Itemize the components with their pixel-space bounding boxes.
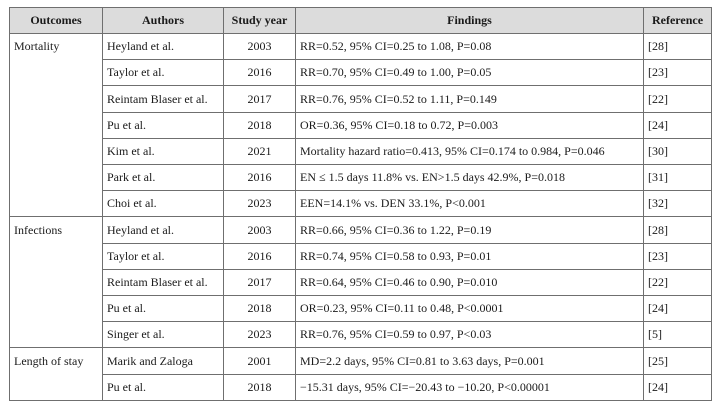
study-year-cell: 2003 xyxy=(223,33,296,61)
reference-cell: [28] xyxy=(643,33,712,61)
reference-cell: [22] xyxy=(643,269,712,297)
authors-cell: Kim et al. xyxy=(102,138,224,166)
study-year-cell: 2023 xyxy=(223,321,296,349)
findings-cell: RR=0.76, 95% CI=0.59 to 0.97, P<0.03 xyxy=(295,321,644,349)
findings-cell: RR=0.66, 95% CI=0.36 to 1.22, P=0.19 xyxy=(295,216,644,244)
table-row: Singer et al. 2023 RR=0.76, 95% CI=0.59 to… xyxy=(9,321,712,349)
findings-cell: −15.31 days, 95% CI=−20.43 to −10.20, P<… xyxy=(295,374,644,402)
reference-cell: [31] xyxy=(643,164,712,192)
outcome-cell xyxy=(9,112,103,139)
reference-cell: [5] xyxy=(643,321,712,349)
findings-cell: MD=2.2 days, 95% CI=0.81 to 3.63 days, P… xyxy=(295,347,644,375)
outcome-cell: Length of stay xyxy=(9,347,103,375)
authors-cell: Heyland et al. xyxy=(102,33,224,61)
table-row: Reintam Blaser et al. 2017 RR=0.64, 95% CI… xyxy=(9,269,712,297)
authors-cell: Choi et al. xyxy=(102,190,224,218)
authors-cell: Pu et al. xyxy=(102,295,224,323)
reference-cell: [24] xyxy=(643,295,712,323)
outcome-cell: Mortality xyxy=(9,33,103,60)
reference-cell: [30] xyxy=(643,138,712,166)
study-year-cell: 2001 xyxy=(223,347,296,375)
findings-cell: OR=0.23, 95% CI=0.11 to 0.48, P<0.0001 xyxy=(295,295,644,323)
authors-cell: Taylor et al. xyxy=(102,59,224,87)
outcome-cell xyxy=(9,374,103,402)
study-year-cell: 2016 xyxy=(223,243,296,270)
authors-cell: Reintam Blaser et al. xyxy=(102,85,224,113)
study-year-cell: 2023 xyxy=(223,190,296,218)
study-year-cell: 2017 xyxy=(223,269,296,297)
findings-cell: RR=0.74, 95% CI=0.58 to 0.93, P=0.01 xyxy=(295,243,644,270)
reference-cell: [25] xyxy=(643,347,712,375)
outcome-cell xyxy=(9,190,103,218)
header-findings: Findings xyxy=(295,7,644,34)
authors-cell: Pu et al. xyxy=(102,112,224,139)
outcome-cell xyxy=(9,59,103,86)
authors-cell: Pu et al. xyxy=(102,374,224,402)
table-row: Length of stay Marik and Zaloga 2001 MD=2.2… xyxy=(9,347,712,375)
reference-cell: [23] xyxy=(643,59,712,87)
study-year-cell: 2018 xyxy=(223,295,296,323)
table-row: Reintam Blaser et al. 2017 RR=0.76, 95% CI… xyxy=(9,85,712,113)
header-reference: Reference xyxy=(643,7,712,34)
findings-cell: Mortality hazard ratio=0.413, 95% CI=0.1… xyxy=(295,138,644,166)
outcome-cell xyxy=(9,243,103,270)
reference-cell: [28] xyxy=(643,216,712,244)
header-row: Outcomes Authors Study year Findings Ref… xyxy=(9,7,712,34)
outcome-cell: Infections xyxy=(9,216,103,244)
outcome-cell xyxy=(9,85,103,113)
authors-cell: Reintam Blaser et al. xyxy=(102,269,224,297)
study-year-cell: 2018 xyxy=(223,112,296,139)
table-row: Pu et al. 2018 −15.31 days, 95% CI=−20.43 … xyxy=(9,374,712,402)
outcome-cell xyxy=(9,269,103,296)
table-row: Taylor et al. 2016 RR=0.74, 95% CI=0.58 to… xyxy=(9,243,712,270)
study-year-cell: 2016 xyxy=(223,164,296,192)
authors-cell: Park et al. xyxy=(102,164,224,192)
study-year-cell: 2016 xyxy=(223,59,296,87)
table-body: Mortality Heyland et al. 2003 RR=0.52, 95% … xyxy=(9,33,712,402)
header-outcomes: Outcomes xyxy=(9,7,103,34)
reference-cell: [32] xyxy=(643,190,712,218)
findings-cell: RR=0.64, 95% CI=0.46 to 0.90, P=0.010 xyxy=(295,269,644,297)
table-row: Mortality Heyland et al. 2003 RR=0.52, 95% … xyxy=(9,33,712,61)
reference-cell: [24] xyxy=(643,374,712,402)
table-row: Pu et al. 2018 OR=0.36, 95% CI=0.18 to 0.7… xyxy=(9,112,712,139)
header-study-year: Study year xyxy=(223,7,296,34)
study-year-cell: 2017 xyxy=(223,85,296,113)
study-year-cell: 2003 xyxy=(223,216,296,244)
table-row: Infections Heyland et al. 2003 RR=0.66, 95%… xyxy=(9,216,712,244)
findings-table: Outcomes Authors Study year Findings Ref… xyxy=(9,7,712,402)
authors-cell: Taylor et al. xyxy=(102,243,224,270)
table-row: Pu et al. 2018 OR=0.23, 95% CI=0.11 to 0.4… xyxy=(9,295,712,323)
findings-cell: RR=0.70, 95% CI=0.49 to 1.00, P=0.05 xyxy=(295,59,644,87)
header-authors: Authors xyxy=(102,7,224,34)
outcome-cell xyxy=(9,138,103,165)
table-row: Kim et al. 2021 Mortality hazard ratio=0.4… xyxy=(9,138,712,166)
outcome-cell xyxy=(9,321,103,349)
findings-cell: EEN=14.1% vs. DEN 33.1%, P<0.001 xyxy=(295,190,644,218)
findings-cell: OR=0.36, 95% CI=0.18 to 0.72, P=0.003 xyxy=(295,112,644,139)
table-row: Park et al. 2016 EN ≤ 1.5 days 11.8% vs. E… xyxy=(9,164,712,192)
authors-cell: Marik and Zaloga xyxy=(102,347,224,375)
outcome-cell xyxy=(9,295,103,322)
findings-cell: RR=0.52, 95% CI=0.25 to 1.08, P=0.08 xyxy=(295,33,644,61)
table-row: Taylor et al. 2016 RR=0.70, 95% CI=0.49 to… xyxy=(9,59,712,87)
outcome-cell xyxy=(9,164,103,191)
findings-cell: RR=0.76, 95% CI=0.52 to 1.11, P=0.149 xyxy=(295,85,644,113)
reference-cell: [23] xyxy=(643,243,712,270)
authors-cell: Heyland et al. xyxy=(102,216,224,244)
findings-cell: EN ≤ 1.5 days 11.8% vs. EN>1.5 days 42.9… xyxy=(295,164,644,192)
study-year-cell: 2018 xyxy=(223,374,296,402)
authors-cell: Singer et al. xyxy=(102,321,224,349)
reference-cell: [24] xyxy=(643,112,712,139)
study-year-cell: 2021 xyxy=(223,138,296,166)
reference-cell: [22] xyxy=(643,85,712,113)
table-row: Choi et al. 2023 EEN=14.1% vs. DEN 33.1%, … xyxy=(9,190,712,218)
